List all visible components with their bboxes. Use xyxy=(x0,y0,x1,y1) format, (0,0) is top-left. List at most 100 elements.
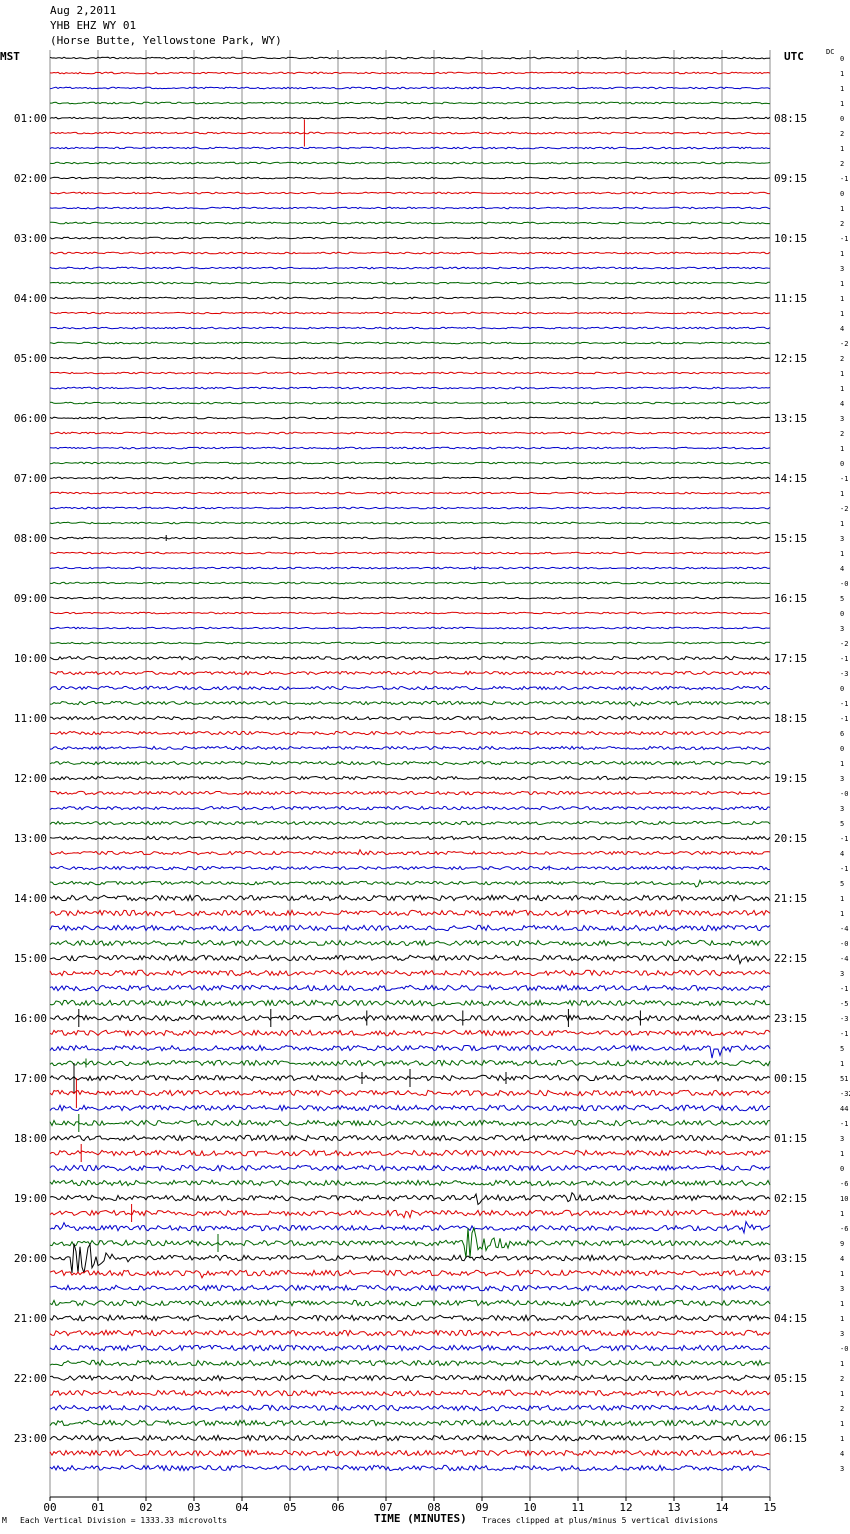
dc-offset-label: -2 xyxy=(840,505,848,513)
dc-offset-label: 0 xyxy=(840,685,844,693)
dc-offset-label: 0 xyxy=(840,460,844,468)
dc-offset-label: 1 xyxy=(840,1435,844,1443)
x-tick-label: 00 xyxy=(43,1501,56,1514)
dc-offset-label: 4 xyxy=(840,1255,844,1263)
scale-note: Each Vertical Division = 1333.33 microvo… xyxy=(20,1516,228,1525)
seismic-trace xyxy=(50,101,771,105)
seismic-trace xyxy=(49,535,771,541)
grid xyxy=(49,50,771,1498)
dc-offset-label: 1 xyxy=(840,760,844,768)
seismic-trace xyxy=(49,86,771,90)
seismic-trace xyxy=(49,879,771,888)
seismic-trace xyxy=(49,670,771,676)
seismic-trace xyxy=(49,1328,771,1337)
left-hour-label: 22:00 xyxy=(14,1372,47,1385)
seismic-trace xyxy=(49,730,771,736)
dc-offset-label: -0 xyxy=(840,790,848,798)
dc-offset-label: -32 xyxy=(840,1090,850,1098)
seismic-trace xyxy=(49,446,771,450)
right-hour-label: 08:15 xyxy=(774,112,807,125)
seismic-trace xyxy=(49,1058,771,1068)
dc-offset-label: 1 xyxy=(840,550,844,558)
seismic-trace xyxy=(49,341,771,345)
seismic-trace xyxy=(49,296,771,300)
dc-label: DC xyxy=(826,48,835,56)
seismic-trace xyxy=(49,236,771,240)
dc-offset-label: 3 xyxy=(840,805,844,813)
x-tick-label: 04 xyxy=(235,1501,249,1514)
dc-offset-label: 1 xyxy=(840,490,844,498)
seismic-trace xyxy=(49,1220,771,1235)
dc-offset-label: -4 xyxy=(840,955,848,963)
seismic-trace xyxy=(49,1204,771,1222)
seismic-trace xyxy=(49,924,771,932)
dc-offset-label: -1 xyxy=(840,1030,848,1038)
dc-offset-label: 1 xyxy=(840,205,844,213)
dc-offset-label: 1 xyxy=(840,1360,844,1368)
seismic-trace xyxy=(49,71,771,75)
dc-offset-label: 1 xyxy=(840,520,844,528)
dc-offset-label: 0 xyxy=(840,190,844,198)
seismic-trace xyxy=(49,999,771,1007)
seismic-trace xyxy=(49,161,771,165)
left-hour-label: 02:00 xyxy=(14,172,47,185)
seismic-trace xyxy=(49,790,771,796)
right-hour-label: 12:15 xyxy=(774,352,807,365)
seismic-trace xyxy=(49,146,771,150)
dc-offset-label: 1 xyxy=(840,100,844,108)
seismic-trace xyxy=(49,820,771,826)
dc-offset-label: 3 xyxy=(840,1330,844,1338)
x-tick-label: 03 xyxy=(187,1501,200,1514)
dc-offset-label: 1 xyxy=(840,1390,844,1398)
right-hour-label: 06:15 xyxy=(774,1432,807,1445)
seismic-trace xyxy=(49,775,771,781)
x-tick-label: 11 xyxy=(571,1501,584,1514)
seismic-trace xyxy=(49,655,771,661)
x-tick-label: 12 xyxy=(619,1501,632,1514)
left-hour-label: 19:00 xyxy=(14,1192,47,1205)
dc-offset-label: -1 xyxy=(840,985,848,993)
seismic-trace xyxy=(49,865,771,871)
dc-offset-label: 3 xyxy=(840,970,844,978)
seismic-trace xyxy=(49,1044,771,1059)
dc-offset-label: 1 xyxy=(840,70,844,78)
x-tick-label: 06 xyxy=(331,1501,344,1514)
left-hour-label: 03:00 xyxy=(14,232,47,245)
dc-offset-label: 1 xyxy=(840,1300,844,1308)
dc-offset-label: 4 xyxy=(840,325,844,333)
dc-offset-label: 1 xyxy=(840,385,844,393)
seismic-trace xyxy=(49,266,771,270)
seismic-trace xyxy=(49,1299,771,1307)
dc-offset-label: 1 xyxy=(840,1150,844,1158)
dc-offset-label: -1 xyxy=(840,475,848,483)
dc-offset-label: 4 xyxy=(840,850,844,858)
left-hour-label: 04:00 xyxy=(14,292,47,305)
dc-offset-label: 1 xyxy=(840,310,844,318)
left-hour-label: 13:00 xyxy=(14,832,47,845)
seismic-trace xyxy=(49,700,771,707)
seismic-trace xyxy=(49,1464,771,1472)
x-tick-label: 15 xyxy=(763,1501,776,1514)
dc-offset-label: -6 xyxy=(840,1180,848,1188)
left-hour-label: 15:00 xyxy=(14,952,47,965)
seismic-trace xyxy=(49,581,771,585)
dc-offset-label: -1 xyxy=(840,715,848,723)
seismic-trace xyxy=(49,1359,771,1367)
seismic-trace xyxy=(49,908,771,917)
dc-offset-label: 5 xyxy=(840,1045,844,1053)
right-hour-label: 13:15 xyxy=(774,412,807,425)
right-axis-label: UTC xyxy=(784,50,804,63)
seismic-trace xyxy=(49,566,771,570)
seismic-trace xyxy=(49,715,771,721)
seismic-trace xyxy=(49,401,771,405)
left-hour-label: 07:00 xyxy=(14,472,47,485)
seismic-trace xyxy=(49,551,771,555)
dc-offset-label: 1 xyxy=(840,1420,844,1428)
seismic-trace xyxy=(49,1242,771,1274)
right-hour-label: 01:15 xyxy=(774,1132,807,1145)
dc-offset-label: -6 xyxy=(840,1225,848,1233)
dc-offset-label: 1 xyxy=(840,280,844,288)
dc-offset-label: -1 xyxy=(840,655,848,663)
left-hour-label: 17:00 xyxy=(14,1072,47,1085)
